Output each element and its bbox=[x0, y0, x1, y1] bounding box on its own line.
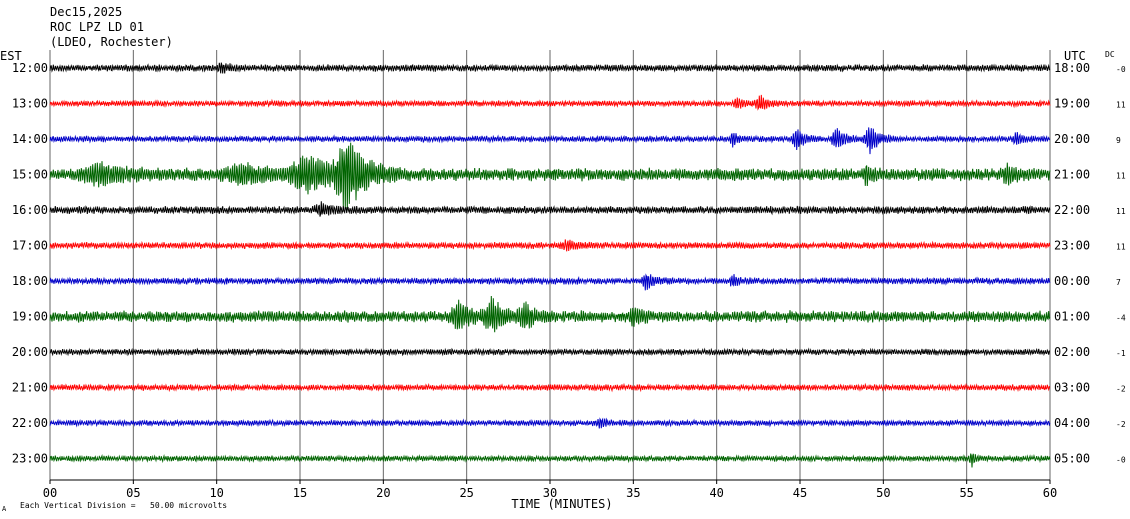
header-network: (LDEO, Rochester) bbox=[50, 35, 173, 49]
seismic-traces bbox=[49, 62, 1051, 468]
x-axis-title: TIME (MINUTES) bbox=[511, 497, 612, 511]
x-tick-label: 20 bbox=[376, 486, 390, 500]
dc-row-value: 7 bbox=[1116, 278, 1121, 287]
est-row-label: 18:00 bbox=[12, 274, 48, 288]
x-tick-label: 25 bbox=[459, 486, 473, 500]
x-tick-label: 30 bbox=[543, 486, 557, 500]
dc-row-value: -0 bbox=[1116, 456, 1126, 465]
x-tick-label: 40 bbox=[709, 486, 723, 500]
est-row-label: 23:00 bbox=[12, 452, 48, 466]
seismic-trace bbox=[49, 127, 1051, 155]
x-tick-label: 35 bbox=[626, 486, 640, 500]
utc-row-label: 03:00 bbox=[1054, 381, 1090, 395]
utc-row-label: 02:00 bbox=[1054, 345, 1090, 359]
dc-row-value: -4 bbox=[1116, 314, 1126, 323]
header-date: Dec15,2025 bbox=[50, 5, 122, 19]
x-tick-label: 45 bbox=[793, 486, 807, 500]
est-row-label: 21:00 bbox=[12, 381, 48, 395]
seismic-trace bbox=[49, 62, 1051, 74]
dc-row-value: 11 bbox=[1116, 101, 1126, 110]
dc-row-value: 11 bbox=[1116, 207, 1126, 216]
utc-row-label: 01:00 bbox=[1054, 310, 1090, 324]
utc-row-label: 04:00 bbox=[1054, 416, 1090, 430]
x-tick-label: 00 bbox=[43, 486, 57, 500]
utc-row-label: 22:00 bbox=[1054, 203, 1090, 217]
seismic-trace bbox=[49, 94, 1051, 111]
est-row-label: 19:00 bbox=[12, 310, 48, 324]
est-row-label: 15:00 bbox=[12, 168, 48, 182]
dc-row-value: 11 bbox=[1116, 172, 1126, 181]
est-row-label: 17:00 bbox=[12, 239, 48, 253]
utc-row-label: 21:00 bbox=[1054, 168, 1090, 182]
est-row-label: 12:00 bbox=[12, 61, 48, 75]
corner-mark: A bbox=[2, 505, 7, 513]
utc-row-label: 19:00 bbox=[1054, 97, 1090, 111]
seismic-trace bbox=[49, 295, 1051, 333]
seismic-trace bbox=[49, 347, 1051, 357]
est-row-label: 20:00 bbox=[12, 345, 48, 359]
x-tick-label: 60 bbox=[1043, 486, 1057, 500]
x-tick-label: 05 bbox=[126, 486, 140, 500]
est-row-label: 16:00 bbox=[12, 203, 48, 217]
dc-row-value: 11 bbox=[1116, 243, 1126, 252]
utc-row-label: 00:00 bbox=[1054, 274, 1090, 288]
scale-note: Each Vertical Division = 50.00 microvolt… bbox=[20, 501, 227, 510]
x-tick-label: 15 bbox=[293, 486, 307, 500]
x-axis-ticks: 00 05 10 15 20 25 30 35 40 45 50 55 60 bbox=[43, 480, 1057, 500]
seismic-trace bbox=[49, 142, 1051, 211]
dc-row-value: -2 bbox=[1116, 420, 1126, 429]
seismic-trace bbox=[49, 273, 1051, 291]
utc-row-label: 18:00 bbox=[1054, 61, 1090, 75]
seismic-trace bbox=[49, 417, 1051, 429]
est-row-label: 22:00 bbox=[12, 416, 48, 430]
left-timezone-label: EST bbox=[0, 49, 22, 63]
seismic-trace bbox=[49, 201, 1051, 217]
est-row-label: 13:00 bbox=[12, 97, 48, 111]
x-tick-label: 55 bbox=[959, 486, 973, 500]
utc-row-label: 20:00 bbox=[1054, 132, 1090, 146]
right-timezone-label: UTC bbox=[1064, 49, 1086, 63]
seismic-trace bbox=[49, 239, 1051, 252]
row-labels: 12:00 18:00 -0 13:00 19:00 11 14:00 20:00 9 15:00… bbox=[12, 61, 1126, 466]
dc-column-label: DC bbox=[1105, 50, 1115, 59]
x-tick-label: 10 bbox=[209, 486, 223, 500]
est-row-label: 14:00 bbox=[12, 132, 48, 146]
seismic-trace bbox=[49, 453, 1051, 468]
dc-row-value: -1 bbox=[1116, 349, 1126, 358]
x-tick-label: 50 bbox=[876, 486, 890, 500]
dc-row-value: -0 bbox=[1116, 65, 1126, 74]
seismic-trace bbox=[49, 382, 1051, 393]
dc-row-value: 9 bbox=[1116, 136, 1121, 145]
utc-row-label: 05:00 bbox=[1054, 452, 1090, 466]
header-station: ROC LPZ LD 01 bbox=[50, 20, 144, 34]
utc-row-label: 23:00 bbox=[1054, 239, 1090, 253]
dc-row-value: -2 bbox=[1116, 385, 1126, 394]
